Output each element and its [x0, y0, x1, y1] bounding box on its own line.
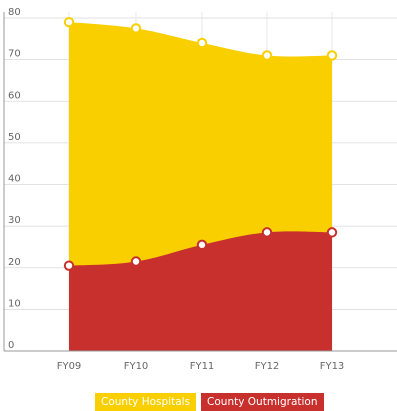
legend-label-county-outmigration: County Outmigration — [207, 396, 318, 408]
y-tick-label-30: 30 — [8, 215, 21, 226]
y-tick-label-0: 0 — [8, 340, 14, 351]
point-county-outmigration-FY09 — [63, 260, 75, 271]
area-county-outmigration — [69, 231, 332, 351]
legend: County Hospitals County Outmigration — [95, 393, 329, 411]
y-tick-label-60: 60 — [8, 90, 21, 101]
point-county-hospitals-FY09 — [63, 16, 75, 28]
point-county-hospitals-FY13 — [326, 50, 338, 61]
x-tick-label-FY10: FY10 — [124, 361, 149, 372]
point-county-hospitals-FY11 — [196, 37, 208, 49]
area-chart: 0 10 20 30 40 50 60 70 80 FY09 FY10 FY11 FY12 FY13 — [3, 7, 397, 372]
chart-points — [63, 16, 338, 271]
point-county-hospitals-FY10 — [130, 23, 142, 34]
legend-item-county-hospitals: County Hospitals — [95, 393, 197, 411]
legend-item-county-outmigration: County Outmigration — [201, 393, 324, 411]
y-axis: 0 10 20 30 40 50 60 70 80 — [3, 7, 21, 351]
y-tick-label-70: 70 — [8, 49, 21, 60]
y-tick-label-50: 50 — [8, 132, 21, 143]
x-tick-label-FY09: FY09 — [57, 361, 82, 372]
y-tick-label-10: 10 — [8, 298, 21, 309]
x-tick-label-FY11: FY11 — [190, 361, 215, 372]
legend-label-county-hospitals: County Hospitals — [101, 396, 191, 408]
x-tick-label-FY12: FY12 — [255, 361, 280, 372]
x-axis: FY09 FY10 FY11 FY12 FY13 — [4, 350, 397, 372]
y-tick-label-20: 20 — [8, 257, 21, 268]
y-tick-label-40: 40 — [8, 174, 21, 185]
point-county-outmigration-FY10 — [130, 256, 142, 267]
x-tick-label-FY13: FY13 — [320, 361, 345, 372]
point-county-outmigration-FY11 — [196, 239, 208, 251]
point-county-outmigration-FY13 — [326, 227, 338, 238]
y-tick-label-80: 80 — [8, 7, 21, 18]
chart-areas — [69, 22, 332, 351]
point-county-outmigration-FY12 — [261, 227, 273, 238]
point-county-hospitals-FY12 — [261, 50, 273, 61]
